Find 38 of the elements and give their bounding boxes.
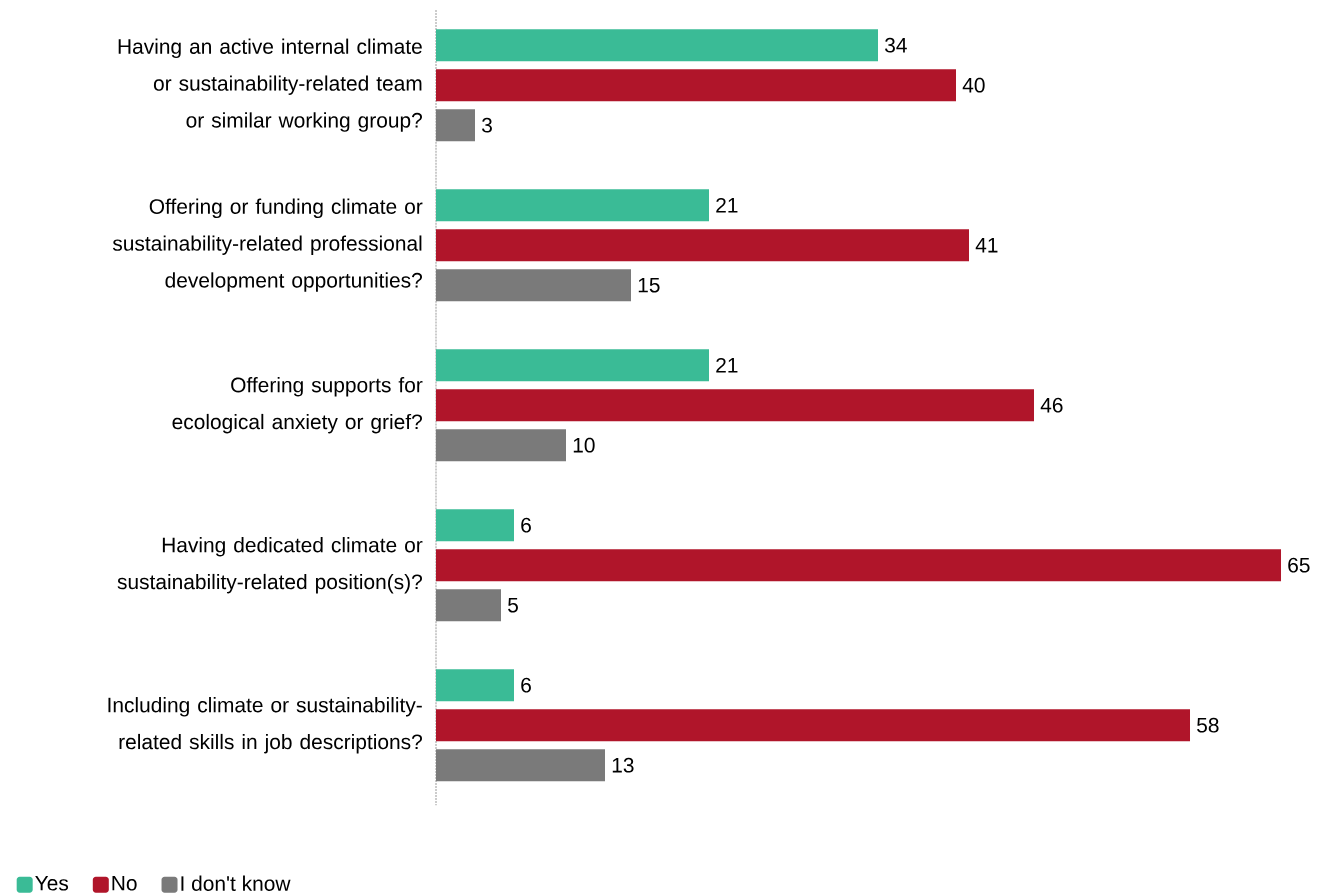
y-tick-label: Offering or funding climate or sustainability-related professional development opportunities?: [112, 198, 423, 292]
bar: [436, 549, 1282, 582]
y-tick-label: Having an active internal climate or sustainability-related team or similar working group?: [118, 38, 422, 132]
legend-label: No: [112, 875, 137, 891]
data-label: 21: [716, 197, 738, 213]
bar: [436, 709, 1191, 742]
y-tick-label: Including climate or sustainability-related skills in job descriptions?: [108, 697, 422, 754]
data-label: 6: [521, 677, 531, 693]
data-label: 65: [1288, 557, 1310, 573]
legend-label: I don't know: [181, 875, 291, 891]
bar: [436, 269, 631, 302]
data-label: 13: [612, 757, 634, 773]
data-label: 41: [975, 238, 998, 253]
bar: [436, 429, 566, 462]
data-label: 34: [885, 37, 907, 53]
data-label: 15: [638, 277, 660, 293]
data-label: 6: [521, 517, 531, 533]
bar: [436, 109, 475, 142]
data-label: 3: [482, 117, 492, 133]
y-tick-label: Offering supports for ecological anxiety or grief?: [172, 377, 423, 434]
bar: [436, 229, 969, 262]
y-tick-label: Having dedicated climate or sustainability-related position(s)?: [117, 537, 423, 594]
data-label: 58: [1197, 717, 1219, 733]
bar: [436, 509, 514, 542]
bar: [436, 669, 514, 702]
bar: [436, 69, 956, 102]
data-label: 46: [1040, 397, 1063, 413]
bar: [436, 349, 709, 382]
data-label: 5: [508, 597, 518, 613]
bar: [436, 389, 1034, 422]
data-label: 10: [573, 437, 595, 453]
legend-label: Yes: [35, 875, 69, 891]
bar: [436, 749, 605, 782]
data-label: 40: [962, 77, 985, 93]
data-label: 21: [716, 357, 738, 373]
bar: [436, 29, 878, 62]
bar: [436, 189, 709, 222]
bar: [436, 589, 501, 622]
